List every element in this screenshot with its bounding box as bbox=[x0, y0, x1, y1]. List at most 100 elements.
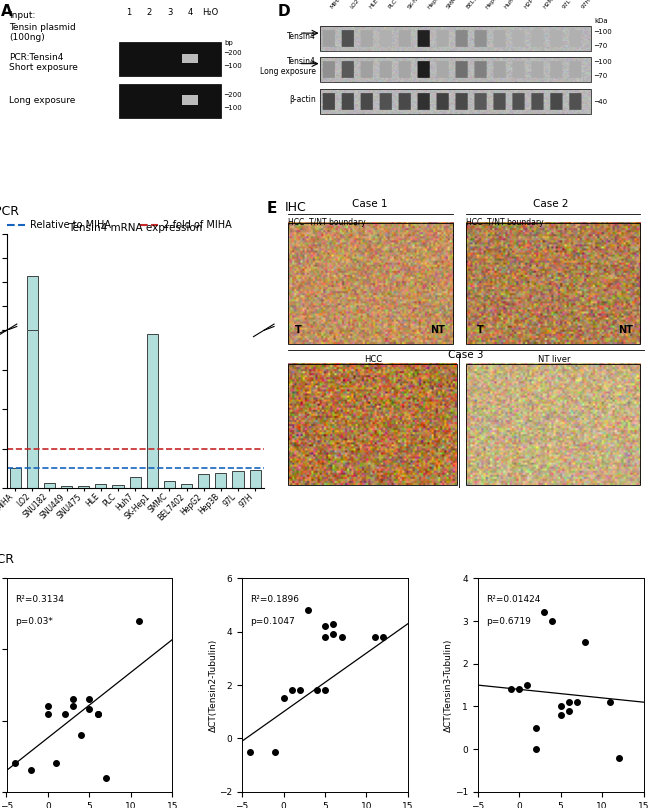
Point bbox=[43, 707, 53, 720]
Text: ─100: ─100 bbox=[594, 59, 612, 65]
Text: ─200: ─200 bbox=[224, 91, 242, 98]
Text: T: T bbox=[476, 325, 484, 335]
Text: MIHA: MIHA bbox=[330, 0, 343, 10]
Point bbox=[514, 683, 525, 696]
Text: (100ng): (100ng) bbox=[9, 33, 45, 42]
Text: β-actin: β-actin bbox=[289, 95, 317, 104]
Text: Relative to MIHA: Relative to MIHA bbox=[30, 220, 110, 229]
Point bbox=[522, 679, 532, 692]
Text: 97L: 97L bbox=[562, 0, 573, 10]
Bar bbox=[118, 42, 220, 76]
Point bbox=[245, 745, 255, 758]
Bar bbox=[164, 481, 175, 488]
Bar bbox=[466, 223, 640, 344]
Bar bbox=[78, 486, 89, 488]
Text: HCC  T/NT boundary: HCC T/NT boundary bbox=[466, 218, 543, 228]
Bar bbox=[129, 477, 140, 488]
Text: 3: 3 bbox=[167, 8, 172, 17]
Bar bbox=[466, 364, 640, 485]
Bar bbox=[118, 84, 220, 118]
Point bbox=[539, 606, 549, 619]
Bar bbox=[44, 483, 55, 488]
Point bbox=[530, 743, 541, 755]
Text: qPCR: qPCR bbox=[0, 553, 14, 566]
Point bbox=[605, 696, 616, 709]
Text: Hep3B: Hep3B bbox=[426, 0, 443, 10]
Bar bbox=[96, 484, 107, 488]
Text: T: T bbox=[295, 325, 302, 335]
Point bbox=[68, 692, 78, 705]
Point bbox=[555, 700, 566, 713]
Text: p=0.03*: p=0.03* bbox=[15, 617, 53, 625]
Text: Tensin4
Long exposure: Tensin4 Long exposure bbox=[260, 57, 317, 76]
Text: qPCR: qPCR bbox=[0, 205, 19, 218]
Text: Case 2: Case 2 bbox=[534, 199, 569, 208]
Point bbox=[328, 628, 339, 641]
Point bbox=[270, 745, 280, 758]
Point bbox=[530, 722, 541, 734]
Point bbox=[101, 771, 111, 784]
Text: H2M: H2M bbox=[542, 0, 554, 10]
Point bbox=[278, 692, 289, 705]
Text: R²=0.01424: R²=0.01424 bbox=[486, 595, 540, 604]
Text: ─40: ─40 bbox=[594, 99, 607, 105]
Text: Case 3: Case 3 bbox=[448, 350, 484, 360]
Text: 2: 2 bbox=[146, 8, 152, 17]
Point bbox=[68, 700, 78, 713]
Bar bbox=[198, 474, 209, 488]
Text: ─100: ─100 bbox=[594, 28, 612, 35]
Point bbox=[92, 707, 103, 720]
Text: p=0.1047: p=0.1047 bbox=[250, 617, 295, 625]
Text: A: A bbox=[1, 3, 13, 19]
Text: Short exposure: Short exposure bbox=[9, 64, 78, 73]
Text: SMMC: SMMC bbox=[445, 0, 461, 10]
Point bbox=[580, 636, 591, 649]
Point bbox=[76, 729, 86, 742]
Text: PCR:Tensin4: PCR:Tensin4 bbox=[9, 53, 64, 62]
Point bbox=[378, 630, 388, 643]
Text: HCC  T/NT boundary: HCC T/NT boundary bbox=[288, 218, 366, 228]
Bar bbox=[61, 486, 72, 488]
Point bbox=[51, 757, 62, 770]
Point bbox=[320, 620, 330, 633]
Bar bbox=[147, 335, 158, 488]
Text: BEL7402: BEL7402 bbox=[465, 0, 486, 10]
Text: ─70: ─70 bbox=[594, 73, 608, 79]
Bar bbox=[181, 95, 198, 105]
Text: bp: bp bbox=[224, 40, 233, 46]
Text: Long exposure: Long exposure bbox=[9, 96, 75, 105]
Text: Case 1: Case 1 bbox=[352, 199, 387, 208]
Text: H2P: H2P bbox=[523, 0, 534, 10]
Text: E: E bbox=[267, 200, 278, 216]
Point bbox=[84, 703, 95, 716]
Text: 1: 1 bbox=[126, 8, 131, 17]
Point bbox=[26, 764, 36, 777]
Y-axis label: ΔCT(Tensin2-Tubulin): ΔCT(Tensin2-Tubulin) bbox=[209, 638, 218, 732]
Point bbox=[84, 692, 95, 705]
Point bbox=[337, 630, 347, 643]
Text: ─100: ─100 bbox=[224, 105, 242, 112]
Point bbox=[320, 630, 330, 643]
Text: NT: NT bbox=[430, 325, 445, 335]
Bar bbox=[27, 330, 38, 488]
Point bbox=[43, 700, 53, 713]
Text: R²=0.3134: R²=0.3134 bbox=[15, 595, 64, 604]
Text: LO2: LO2 bbox=[349, 0, 360, 10]
Text: HCC: HCC bbox=[365, 356, 383, 364]
Point bbox=[328, 617, 339, 630]
Bar bbox=[10, 468, 21, 488]
Text: ─70: ─70 bbox=[594, 43, 608, 48]
Bar bbox=[320, 26, 591, 51]
Point bbox=[547, 615, 558, 628]
Text: NT: NT bbox=[618, 325, 633, 335]
Text: R²=0.1896: R²=0.1896 bbox=[250, 595, 300, 604]
Text: Huh7: Huh7 bbox=[504, 0, 517, 10]
Bar bbox=[112, 485, 124, 488]
Bar bbox=[215, 473, 226, 488]
Point bbox=[320, 684, 330, 696]
Text: p=0.6719: p=0.6719 bbox=[486, 617, 531, 625]
Point bbox=[92, 707, 103, 720]
Point bbox=[311, 684, 322, 696]
Point bbox=[506, 683, 516, 696]
Text: HLE: HLE bbox=[368, 0, 380, 10]
